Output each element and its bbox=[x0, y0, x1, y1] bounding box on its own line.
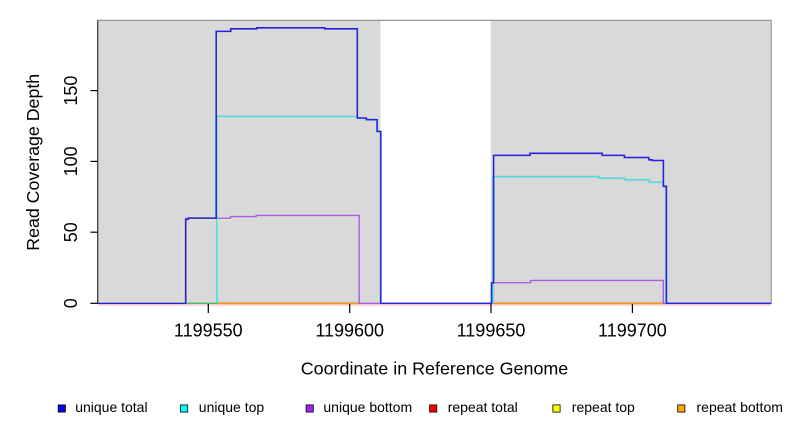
svg-text:Read Coverage Depth: Read Coverage Depth bbox=[23, 74, 43, 251]
svg-text:1199600: 1199600 bbox=[315, 321, 384, 341]
svg-text:repeat bottom: repeat bottom bbox=[697, 399, 783, 415]
svg-text:100: 100 bbox=[61, 146, 81, 176]
svg-text:repeat total: repeat total bbox=[448, 399, 518, 415]
svg-text:50: 50 bbox=[61, 222, 81, 242]
svg-text:unique bottom: unique bottom bbox=[323, 399, 412, 415]
svg-text:1199650: 1199650 bbox=[457, 321, 526, 341]
svg-text:unique top: unique top bbox=[199, 399, 265, 415]
svg-text:150: 150 bbox=[61, 76, 81, 106]
svg-text:repeat top: repeat top bbox=[572, 399, 635, 415]
svg-text:1199550: 1199550 bbox=[174, 321, 243, 341]
svg-text:1199700: 1199700 bbox=[598, 321, 667, 341]
svg-text:0: 0 bbox=[61, 298, 81, 308]
svg-text:Coordinate in Reference Genome: Coordinate in Reference Genome bbox=[301, 359, 569, 379]
svg-text:unique total: unique total bbox=[75, 399, 147, 415]
